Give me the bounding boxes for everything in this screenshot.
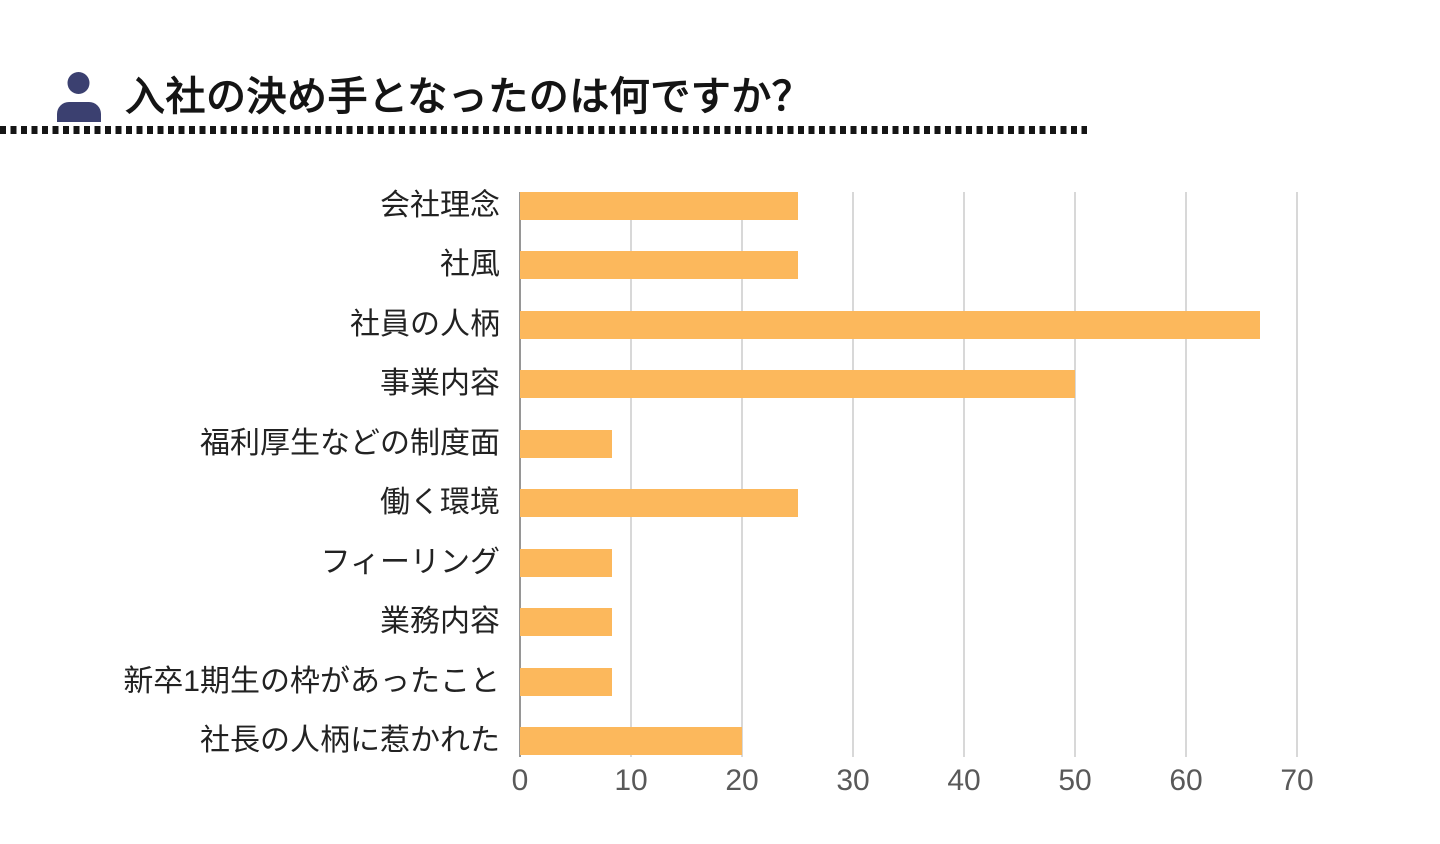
bar	[520, 429, 613, 458]
gridline	[741, 192, 743, 757]
category-label: 福利厚生などの制度面	[200, 426, 500, 460]
bar-track	[520, 474, 1297, 534]
chart-row: フィーリング	[0, 533, 1297, 593]
bar	[520, 667, 613, 696]
bar-track	[520, 533, 1297, 593]
gridline	[1185, 192, 1187, 757]
x-tick-label: 0	[511, 764, 529, 797]
chart-row: 社風	[0, 236, 1297, 296]
bar	[520, 310, 1261, 339]
gridline	[1074, 192, 1076, 757]
bar	[520, 548, 613, 577]
bar	[520, 370, 1075, 399]
x-tick-label: 40	[947, 764, 981, 797]
category-label: フィーリング	[320, 545, 500, 579]
category-label: 社員の人柄	[350, 307, 500, 341]
x-tick-label: 20	[725, 764, 759, 797]
x-tick-label: 50	[1058, 764, 1092, 797]
gridline	[852, 192, 854, 757]
chart-row: 働く環境	[0, 474, 1297, 534]
category-label: 会社理念	[380, 188, 500, 222]
bar	[520, 251, 798, 280]
bar-track	[520, 593, 1297, 653]
x-tick-label: 70	[1280, 764, 1314, 797]
x-tick-label: 60	[1169, 764, 1203, 797]
bar	[520, 608, 613, 637]
y-axis-line	[519, 192, 521, 757]
category-label: 働く環境	[380, 486, 500, 520]
bar-track	[520, 176, 1297, 236]
category-label: 社長の人柄に惹かれた	[200, 724, 500, 758]
bar	[520, 489, 798, 518]
chart-header: 入社の決め手となったのは何ですか？	[56, 70, 812, 124]
page-title: 入社の決め手となったのは何ですか？	[125, 75, 813, 119]
chart-row: 業務内容	[0, 593, 1297, 653]
gridline	[630, 192, 632, 757]
gridline	[1296, 192, 1298, 757]
bar-track	[520, 295, 1297, 355]
bar-track	[520, 414, 1297, 474]
category-label: 社風	[440, 248, 500, 282]
gridline	[963, 192, 965, 757]
person-icon	[57, 72, 101, 122]
chart-row: 事業内容	[0, 355, 1297, 415]
dotted-divider	[0, 126, 1087, 134]
category-label: 事業内容	[380, 367, 500, 401]
chart-rows: 会社理念社風社員の人柄事業内容福利厚生などの制度面働く環境フィーリング業務内容新…	[0, 176, 1297, 771]
chart-row: 社員の人柄	[0, 295, 1297, 355]
gridlines-layer	[519, 192, 1298, 757]
category-label: 新卒1期生の枠があったこと	[123, 664, 500, 698]
bar-track	[520, 652, 1297, 712]
category-label: 業務内容	[380, 605, 500, 639]
chart-row: 社長の人柄に惹かれた	[0, 712, 1297, 772]
bar	[520, 727, 742, 756]
chart-row: 会社理念	[0, 176, 1297, 236]
chart-row: 福利厚生などの制度面	[0, 414, 1297, 474]
x-tick-label: 30	[836, 764, 870, 797]
bar	[520, 191, 798, 220]
x-axis-ticks: 0 10 20 30 40 50 60 70	[512, 764, 1314, 804]
bar-track	[520, 236, 1297, 296]
x-tick-label: 10	[614, 764, 648, 797]
bar-track	[520, 355, 1297, 415]
chart-row: 新卒1期生の枠があったこと	[0, 652, 1297, 712]
bar-track	[520, 712, 1297, 772]
